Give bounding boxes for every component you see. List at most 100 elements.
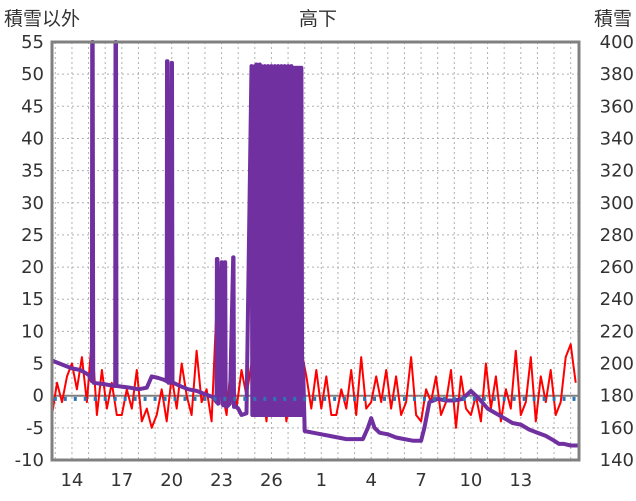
y-left-tick-label: 15 xyxy=(21,289,44,310)
x-tick-label: 13 xyxy=(509,470,532,491)
precip-marker xyxy=(93,396,97,401)
y-left-tick-label: 30 xyxy=(21,193,44,214)
precip-marker xyxy=(243,396,247,401)
y-right-tick-label: 160 xyxy=(600,418,634,439)
precip-marker xyxy=(143,396,147,401)
snow-depth-series-line xyxy=(51,40,579,448)
precip-marker xyxy=(283,396,287,401)
precip-marker xyxy=(552,396,556,401)
y-left-tick-label: 50 xyxy=(21,64,44,85)
precip-marker xyxy=(203,396,207,401)
precip-marker xyxy=(333,396,337,401)
x-tick-label: 1 xyxy=(316,470,327,491)
precip-marker xyxy=(183,396,187,401)
precip-marker xyxy=(492,396,496,401)
y-right-tick-label: 380 xyxy=(600,64,634,85)
precip-marker xyxy=(153,396,157,401)
precip-marker xyxy=(163,396,167,401)
precip-marker xyxy=(472,396,476,401)
precip-marker xyxy=(303,396,307,401)
precip-marker xyxy=(83,396,87,401)
precip-marker xyxy=(263,396,267,401)
y-left-tick-label: 0 xyxy=(33,386,44,407)
precip-marker xyxy=(412,396,416,401)
y-left-tick-label: 55 xyxy=(21,32,44,53)
x-tick-label: 10 xyxy=(459,470,482,491)
y-right-tick-label: 220 xyxy=(600,321,634,342)
precip-marker xyxy=(432,396,436,401)
precip-marker xyxy=(103,396,107,401)
y-left-tick-label: 25 xyxy=(21,225,44,246)
precip-marker xyxy=(442,396,446,401)
precip-marker xyxy=(73,396,77,401)
left-axis-title: 積雪以外 xyxy=(4,8,80,30)
precip-marker xyxy=(323,396,327,401)
y-left-tick-label: 20 xyxy=(21,257,44,278)
precip-marker xyxy=(422,396,426,401)
y-right-tick-label: 300 xyxy=(600,193,634,214)
y-right-tick-label: 340 xyxy=(600,128,634,149)
temperature-series-line xyxy=(51,304,577,429)
precip-marker xyxy=(392,396,396,401)
precip-marker xyxy=(253,396,257,401)
y-left-tick-label: 45 xyxy=(21,96,44,117)
y-left-tick-label: 5 xyxy=(33,354,44,375)
precip-marker xyxy=(522,396,526,401)
y-right-tick-label: 320 xyxy=(600,161,634,182)
x-tick-label: 23 xyxy=(210,470,233,491)
precip-marker xyxy=(562,396,566,401)
y-left-tick-label: 40 xyxy=(21,128,44,149)
precip-marker xyxy=(363,396,367,401)
precip-marker xyxy=(63,396,67,401)
precip-marker xyxy=(113,396,117,401)
precip-marker xyxy=(373,396,377,401)
y-right-tick-label: 360 xyxy=(600,96,634,117)
precip-marker xyxy=(502,396,506,401)
x-tick-label: 7 xyxy=(415,470,426,491)
y-left-tick-label: 10 xyxy=(21,321,44,342)
y-left-tick-label: 35 xyxy=(21,161,44,182)
y-right-tick-label: 140 xyxy=(600,450,634,471)
precip-marker xyxy=(313,396,317,401)
chart-title: 高下 xyxy=(299,8,337,30)
precip-marker xyxy=(173,396,177,401)
precip-marker xyxy=(532,396,536,401)
precip-marker xyxy=(273,396,277,401)
y-right-tick-label: 400 xyxy=(600,32,634,53)
precip-marker xyxy=(223,396,227,401)
y-right-tick-label: 200 xyxy=(600,354,634,375)
plot-frame xyxy=(50,40,581,462)
y-right-tick-label: 260 xyxy=(600,257,634,278)
series-layer xyxy=(51,40,579,448)
precip-marker xyxy=(133,396,137,401)
precip-marker xyxy=(293,396,297,401)
y-right-tick-label: 280 xyxy=(600,225,634,246)
x-tick-label: 4 xyxy=(365,470,376,491)
precip-marker xyxy=(193,396,197,401)
y-right-tick-label: 240 xyxy=(600,289,634,310)
precip-marker xyxy=(353,396,357,401)
precip-marker xyxy=(462,396,466,401)
x-tick-label: 14 xyxy=(60,470,83,491)
precip-marker xyxy=(402,396,406,401)
precip-marker xyxy=(452,396,456,401)
precip-marker xyxy=(572,396,576,401)
precip-marker xyxy=(482,396,486,401)
x-tick-label: 17 xyxy=(110,470,133,491)
precip-marker xyxy=(53,396,57,401)
precip-marker xyxy=(512,396,516,401)
right-axis-title: 積雪 xyxy=(594,8,632,30)
precip-marker xyxy=(382,396,386,401)
y-left-tick-label: -10 xyxy=(15,450,44,471)
precip-marker xyxy=(542,396,546,401)
precip-marker xyxy=(233,396,237,401)
precip-marker xyxy=(123,396,127,401)
y-left-tick-label: -5 xyxy=(26,418,44,439)
precip-marker xyxy=(213,396,217,401)
y-right-tick-label: 180 xyxy=(600,386,634,407)
precip-marker xyxy=(343,396,347,401)
x-tick-label: 26 xyxy=(260,470,283,491)
x-tick-label: 20 xyxy=(160,470,183,491)
